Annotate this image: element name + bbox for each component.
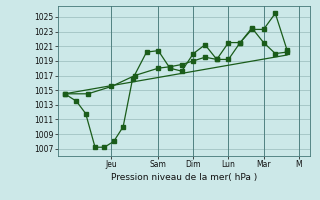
X-axis label: Pression niveau de la mer( hPa ): Pression niveau de la mer( hPa ) bbox=[111, 173, 257, 182]
